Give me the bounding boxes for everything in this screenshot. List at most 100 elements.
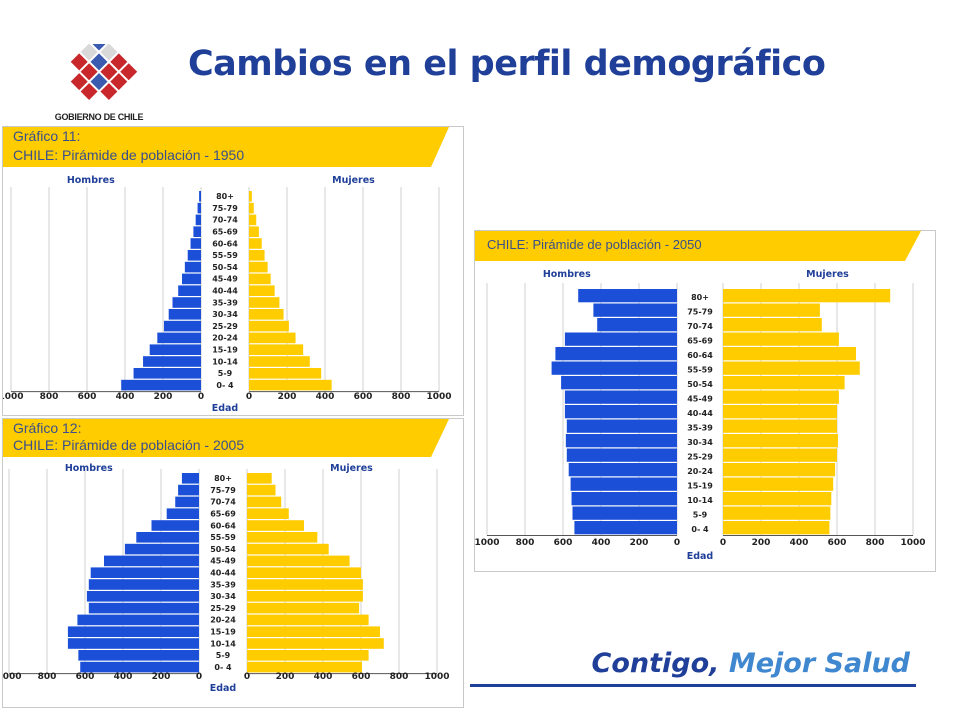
age-label: 0- 4	[216, 381, 234, 390]
legend-hombres: Hombres	[543, 269, 591, 280]
bar-mujeres	[249, 379, 332, 391]
tick-label: 800	[866, 538, 885, 548]
age-label: 5-9	[218, 369, 233, 378]
age-label: 70-74	[210, 498, 236, 507]
tick-label: 200	[278, 392, 297, 402]
tick-label: 400	[790, 538, 809, 548]
tick-label: 200	[630, 538, 649, 548]
bar-mujeres	[249, 297, 280, 308]
chart-panel-2050: CHILE: Pirámide de población - 2050 Homb…	[474, 230, 936, 572]
bar-mujeres	[249, 285, 275, 296]
bar-mujeres	[247, 579, 363, 590]
tick-label: 600	[78, 392, 97, 402]
bar-mujeres	[247, 614, 369, 626]
bar-mujeres	[249, 356, 310, 367]
bar-hombres	[572, 506, 677, 520]
bar-mujeres	[249, 238, 262, 249]
age-label: 10-14	[212, 357, 238, 366]
bar-mujeres	[723, 477, 834, 491]
bar-hombres	[570, 477, 677, 491]
chart-panel-1950: Gráfico 11: CHILE: Pirámide de población…	[2, 126, 464, 416]
bar-mujeres	[723, 521, 830, 535]
bar-hombres	[143, 356, 201, 367]
tick-label: 800	[392, 392, 411, 402]
bar-mujeres	[249, 368, 322, 379]
bar-hombres	[571, 492, 677, 506]
age-label: 50-54	[687, 380, 713, 389]
bar-hombres	[566, 419, 677, 433]
tick-label: 1000	[475, 538, 500, 548]
bar-mujeres	[247, 602, 360, 614]
bar-hombres	[78, 650, 199, 661]
bar-hombres	[564, 390, 677, 404]
bar-hombres	[151, 520, 199, 531]
age-label: 55-59	[212, 251, 238, 260]
bar-mujeres	[723, 463, 836, 477]
tick-label: 600	[352, 672, 371, 682]
bar-hombres	[597, 318, 677, 332]
gobierno-logo: GOBIERNO DE CHILE	[44, 33, 154, 126]
chart-title: CHILE: Pirámide de población - 1950	[13, 147, 245, 163]
chart-banner	[3, 419, 449, 457]
tick-label: 0	[198, 392, 204, 402]
tagline-rule	[470, 684, 916, 687]
legend-hombres: Hombres	[67, 175, 115, 186]
age-label: 20-24	[687, 467, 713, 476]
bar-hombres	[566, 448, 677, 462]
bar-mujeres	[247, 567, 361, 578]
tick-label: 400	[114, 672, 133, 682]
age-label: 80+	[214, 474, 232, 483]
bar-hombres	[181, 473, 199, 484]
tick-label: 0	[244, 672, 250, 682]
bar-mujeres	[247, 496, 282, 508]
bar-mujeres	[249, 273, 271, 285]
age-label: 55-59	[687, 365, 713, 374]
age-label: 80+	[216, 192, 234, 201]
bar-hombres	[168, 309, 201, 320]
age-label: 30-34	[687, 438, 713, 447]
bar-hombres	[163, 320, 201, 332]
bar-hombres	[67, 626, 200, 637]
tagline-part2: Mejor Salud	[728, 648, 910, 679]
bar-hombres	[175, 496, 199, 508]
bar-hombres	[187, 250, 201, 261]
bar-hombres	[568, 463, 677, 477]
tick-label: 200	[152, 672, 171, 682]
bar-mujeres	[247, 484, 276, 496]
bar-mujeres	[247, 591, 363, 602]
bar-hombres	[77, 614, 199, 626]
age-label: 40-44	[687, 409, 713, 418]
bar-hombres	[197, 202, 201, 214]
bar-hombres	[193, 226, 201, 237]
bar-mujeres	[723, 376, 845, 390]
bar-mujeres	[247, 520, 304, 531]
tick-label: 1000	[424, 672, 449, 682]
bar-hombres	[184, 261, 201, 273]
bar-mujeres	[723, 361, 860, 375]
bar-hombres	[121, 379, 201, 391]
bar-mujeres	[247, 661, 362, 673]
tagline-text: Contigo, Mejor Salud	[592, 648, 910, 679]
tick-label: 800	[516, 538, 535, 548]
legend-mujeres: Mujeres	[332, 175, 375, 186]
population-pyramid-2050: Hombres Mujeres 80+ 75-79 70-74 65-69 60-64 55-…	[475, 269, 926, 562]
page-title: Cambios en el perfil demográfico	[188, 44, 826, 84]
tick-label: 0	[246, 392, 252, 402]
bar-hombres	[593, 303, 677, 317]
chart-number: Gráfico 11:	[13, 128, 81, 144]
bar-mujeres	[723, 492, 832, 506]
tick-label: 800	[390, 672, 409, 682]
bar-hombres	[80, 661, 199, 673]
tick-label: 200	[752, 538, 771, 548]
bar-mujeres	[723, 506, 831, 520]
age-label: 70-74	[687, 322, 713, 331]
bar-mujeres	[247, 532, 318, 543]
age-label: 25-29	[687, 452, 713, 461]
bar-mujeres	[247, 650, 369, 661]
bar-mujeres	[723, 405, 837, 419]
bar-mujeres	[723, 332, 839, 346]
bar-mujeres	[249, 191, 252, 202]
bar-hombres	[136, 532, 199, 543]
tick-label: 0	[196, 672, 202, 682]
bar-hombres	[551, 361, 677, 375]
